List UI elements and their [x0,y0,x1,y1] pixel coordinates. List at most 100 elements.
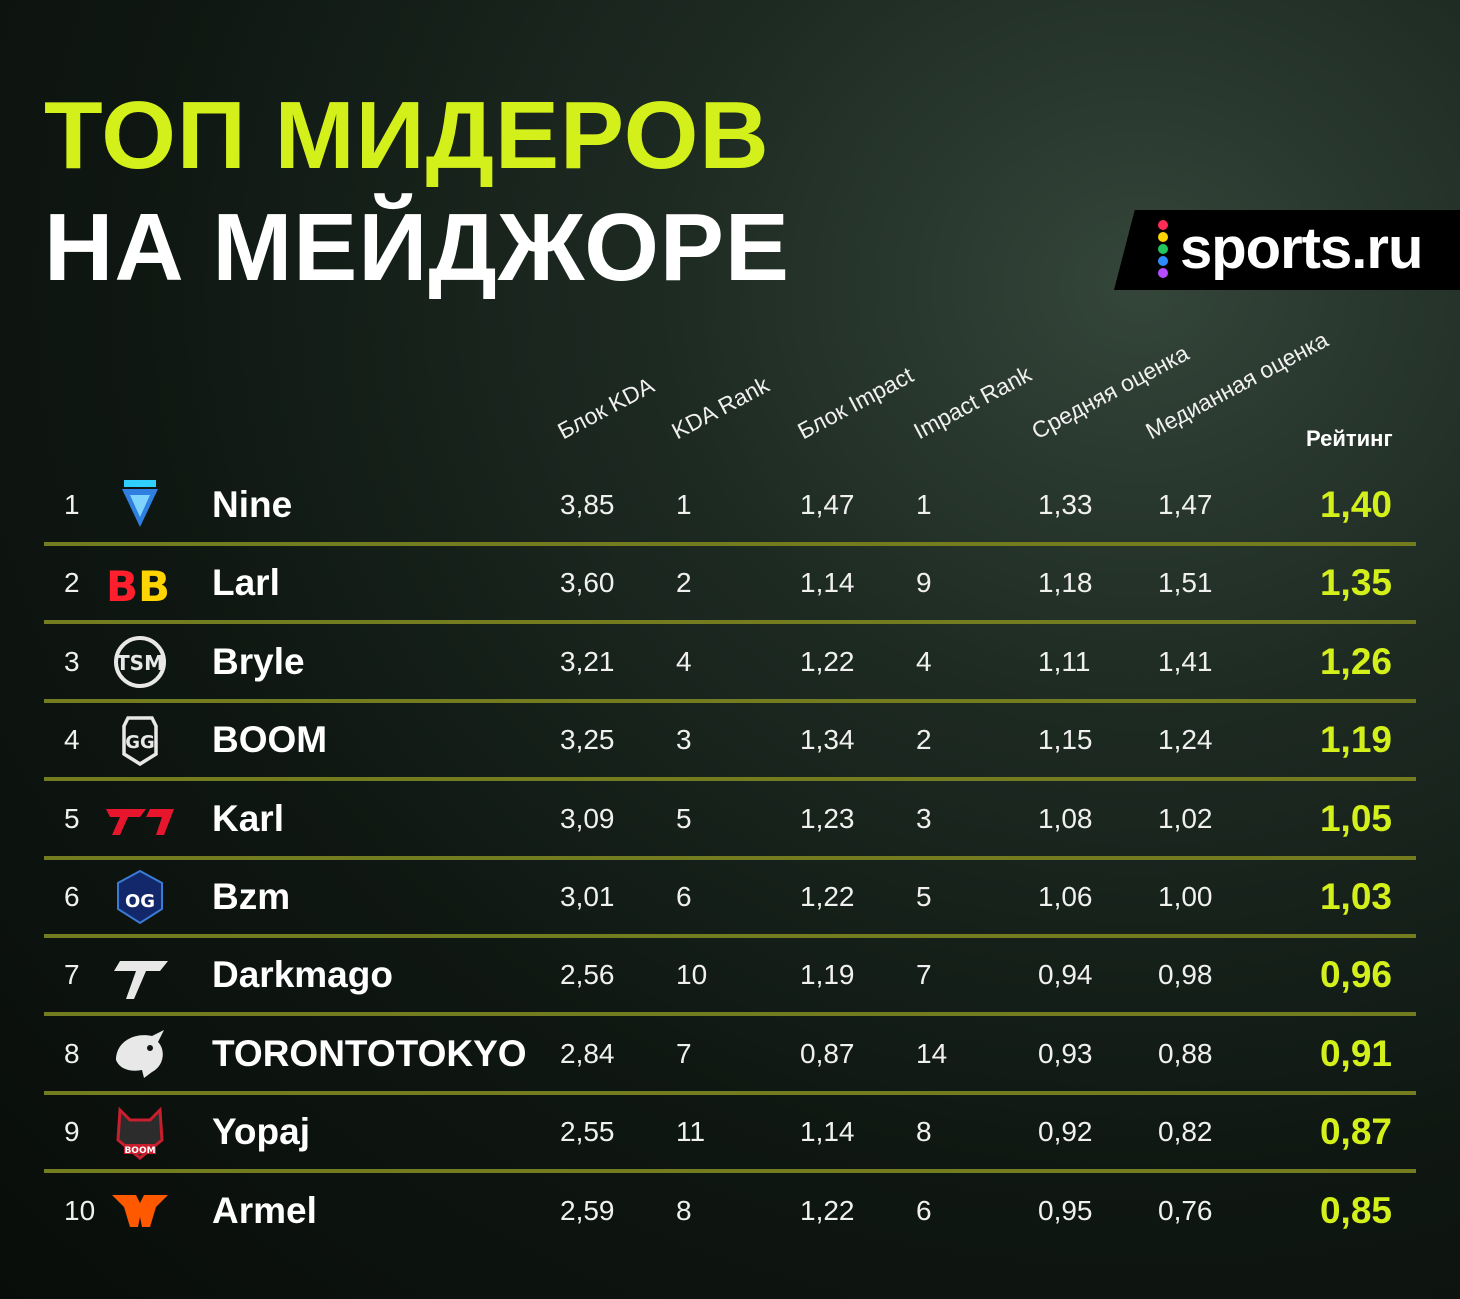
kda-block-value: 3,21 [560,645,615,677]
kda-rank-value: 5 [676,802,692,834]
rank-number: 5 [64,802,80,834]
impact-rank-value: 14 [916,1037,948,1069]
impact-rank-value: 1 [916,489,932,520]
tsm-logo-icon: TSM [106,634,174,690]
logo-dot [1158,268,1168,278]
median-score-value: 0,76 [1158,1194,1213,1226]
player-name: Bzm [212,876,291,917]
impact-block-value: 1,34 [800,724,855,756]
kda-rank-value: 11 [676,1116,706,1148]
row-separator [44,1012,1416,1017]
median-score-value: 1,00 [1158,881,1213,912]
table-row: 1 Nine 3,85 1 1,47 1 1,33 1,47 1,40 [44,468,1416,546]
row-separator [44,1090,1416,1095]
median-score-value: 1,41 [1158,645,1213,677]
logo-dot [1158,220,1168,230]
t1-logo-icon [106,791,174,847]
rating-value: 0,91 [1319,1032,1392,1074]
table-row: 6 OG Bzm 3,01 6 1,22 5 1,06 1,00 1,03 [44,860,1416,938]
logo-dot [1158,256,1168,266]
impact-rank-value: 5 [916,881,932,912]
svg-text:OG: OG [125,891,155,912]
rating-value: 0,96 [1319,954,1392,996]
table-row: 7 Darkmago 2,56 10 1,19 7 0,94 0,98 0,96 [44,938,1416,1017]
kda-rank-value: 6 [676,881,692,912]
median-score-value: 0,98 [1158,959,1213,991]
impact-block-value: 1,14 [800,1116,855,1148]
rating-value: 1,19 [1319,719,1392,761]
rank-number: 2 [64,567,80,599]
row-separator [44,1169,1416,1174]
kda-block-value: 3,01 [560,881,615,912]
table-row: 8 TORONTOTOKYO 2,84 7 0,87 14 0,93 0,88 0,91 [44,1017,1416,1095]
impact-block-value: 1,23 [800,802,855,834]
title-line-2: НА МЕЙДЖОРЕ [44,194,790,301]
rating-value: 1,26 [1319,640,1392,682]
rating-value: 0,87 [1319,1111,1392,1153]
logo-dot [1158,232,1168,242]
table-row: 9 BOOM Yopaj 2,55 11 1,14 8 0,92 0,82 0,87 [44,1095,1416,1174]
gaimin-gladiators-logo-icon: GG [106,712,174,768]
row-separator [44,934,1416,938]
median-score-value: 1,47 [1158,489,1213,520]
player-name: Yopaj [212,1111,310,1153]
rating-value: 0,85 [1319,1189,1392,1231]
player-name: Karl [212,797,284,839]
median-score-value: 0,82 [1158,1116,1213,1148]
logo-dot [1158,244,1168,254]
rank-number: 9 [64,1116,80,1148]
column-header-impact-block: Блок Impact [793,361,918,445]
avg-score-value: 0,94 [1038,959,1093,991]
row-separator [44,542,1416,546]
impact-rank-value: 8 [916,1116,932,1148]
column-header-impact-rank: Impact Rank [909,360,1036,445]
impact-block-value: 1,19 [800,959,855,991]
column-header-rating: Рейтинг [1306,426,1393,451]
impact-rank-value: 7 [916,959,932,991]
table-row: 3 TSM Bryle 3,21 4 1,22 4 1,11 1,41 1,26 [44,625,1416,703]
median-score-value: 1,51 [1158,567,1213,599]
median-score-value: 0,88 [1158,1037,1213,1069]
column-header-kda-block: Блок KDA [553,371,659,445]
impact-block-value: 1,22 [800,881,855,912]
impact-block-value: 0,87 [800,1037,855,1069]
impact-block-value: 1,14 [800,567,855,599]
table-row: 4 GG BOOM 3,25 3 1,34 2 1,15 1,24 1,19 [44,703,1416,782]
impact-block-value: 1,22 [800,1194,855,1226]
rank-number: 8 [64,1037,80,1069]
team-spirit-logo-icon [106,1026,174,1082]
impact-rank-value: 6 [916,1194,932,1226]
title-line-1: ТОП МИДЕРОВ [44,82,770,189]
kda-block-value: 2,84 [560,1037,615,1069]
row-separator [44,855,1416,860]
table-row: 10 Armel 2,59 8 1,22 6 0,95 0,76 0,85 [44,1174,1416,1252]
kda-rank-value: 10 [676,959,708,991]
avg-score-value: 0,93 [1038,1037,1093,1069]
rating-value: 1,40 [1319,484,1392,525]
kda-block-value: 3,60 [560,567,615,599]
kda-block-value: 3,25 [560,724,615,756]
kda-block-value: 2,55 [560,1116,615,1148]
svg-text:B: B [106,562,138,611]
svg-text:BOOM: BOOM [124,1146,155,1156]
avg-score-value: 0,92 [1038,1116,1093,1148]
kda-rank-value: 8 [676,1194,692,1226]
impact-rank-value: 3 [916,802,932,834]
player-name: Bryle [212,640,305,682]
kda-block-value: 3,09 [560,802,615,834]
rating-value: 1,05 [1319,797,1392,839]
boom-logo-icon: BOOM [106,1104,174,1161]
impact-block-value: 1,22 [800,645,855,677]
og-logo-icon: OG [106,869,174,925]
avg-score-value: 0,95 [1038,1194,1093,1226]
player-name: Armel [212,1189,317,1231]
player-name: BOOM [212,719,328,761]
avg-score-value: 1,33 [1038,489,1093,520]
median-score-value: 1,02 [1158,802,1213,834]
kda-rank-value: 2 [676,567,692,599]
sports-ru-logo: sports.ru [1114,210,1460,290]
svg-text:TSM: TSM [116,651,164,675]
impact-block-value: 1,47 [800,489,855,520]
table-row: 2 B B Larl 3,60 2 1,14 9 1,18 1,51 1,35 [44,546,1416,625]
avg-score-value: 1,06 [1038,881,1093,912]
